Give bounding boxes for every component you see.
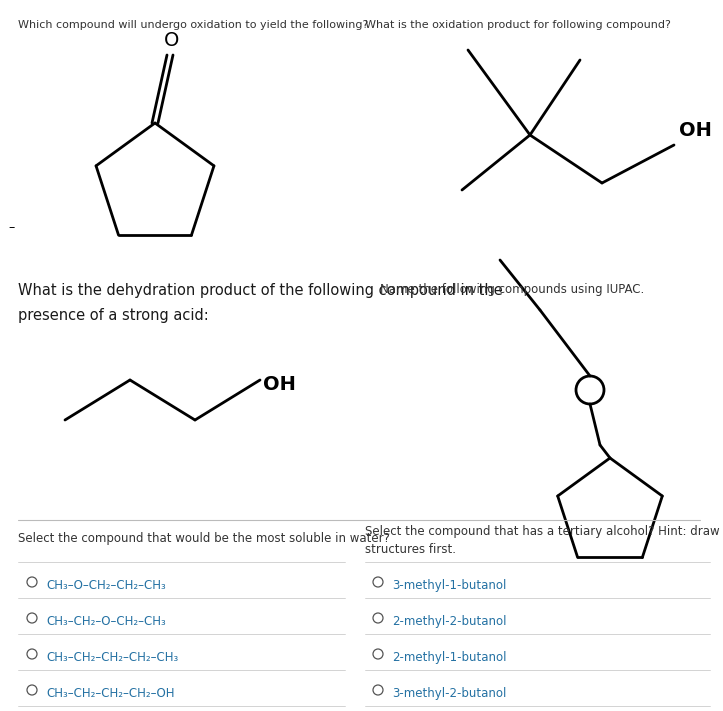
Text: CH₃–CH₂–CH₂–CH₂–CH₃: CH₃–CH₂–CH₂–CH₂–CH₃	[46, 651, 179, 664]
Text: O: O	[164, 31, 180, 50]
Text: –: –	[8, 222, 14, 235]
Text: Name the following compounds using IUPAC.: Name the following compounds using IUPAC…	[380, 283, 644, 296]
Text: Which compound will undergo oxidation to yield the following?: Which compound will undergo oxidation to…	[18, 20, 369, 30]
Text: 3-methyl-2-butanol: 3-methyl-2-butanol	[392, 687, 506, 700]
Text: What is the oxidation product for following compound?: What is the oxidation product for follow…	[365, 20, 671, 30]
Text: CH₃–CH₂–CH₂–CH₂–OH: CH₃–CH₂–CH₂–CH₂–OH	[46, 687, 174, 700]
Text: OH: OH	[263, 375, 296, 395]
Text: Select the compound that would be the most soluble in water?: Select the compound that would be the mo…	[18, 532, 390, 545]
Text: 2-methyl-1-butanol: 2-methyl-1-butanol	[392, 651, 507, 664]
Text: OH: OH	[679, 121, 712, 140]
Text: structures first.: structures first.	[365, 543, 456, 556]
Text: What is the dehydration product of the following compound in the: What is the dehydration product of the f…	[18, 283, 502, 298]
Text: Select the compound that has a tertiary alcohol? Hint: draw out all the: Select the compound that has a tertiary …	[365, 525, 723, 538]
Text: 2-methyl-2-butanol: 2-methyl-2-butanol	[392, 615, 507, 628]
Text: 3-methyl-1-butanol: 3-methyl-1-butanol	[392, 579, 506, 592]
Text: presence of a strong acid:: presence of a strong acid:	[18, 308, 209, 323]
Text: CH₃–O–CH₂–CH₂–CH₃: CH₃–O–CH₂–CH₂–CH₃	[46, 579, 166, 592]
Text: CH₃–CH₂–O–CH₂–CH₃: CH₃–CH₂–O–CH₂–CH₃	[46, 615, 166, 628]
